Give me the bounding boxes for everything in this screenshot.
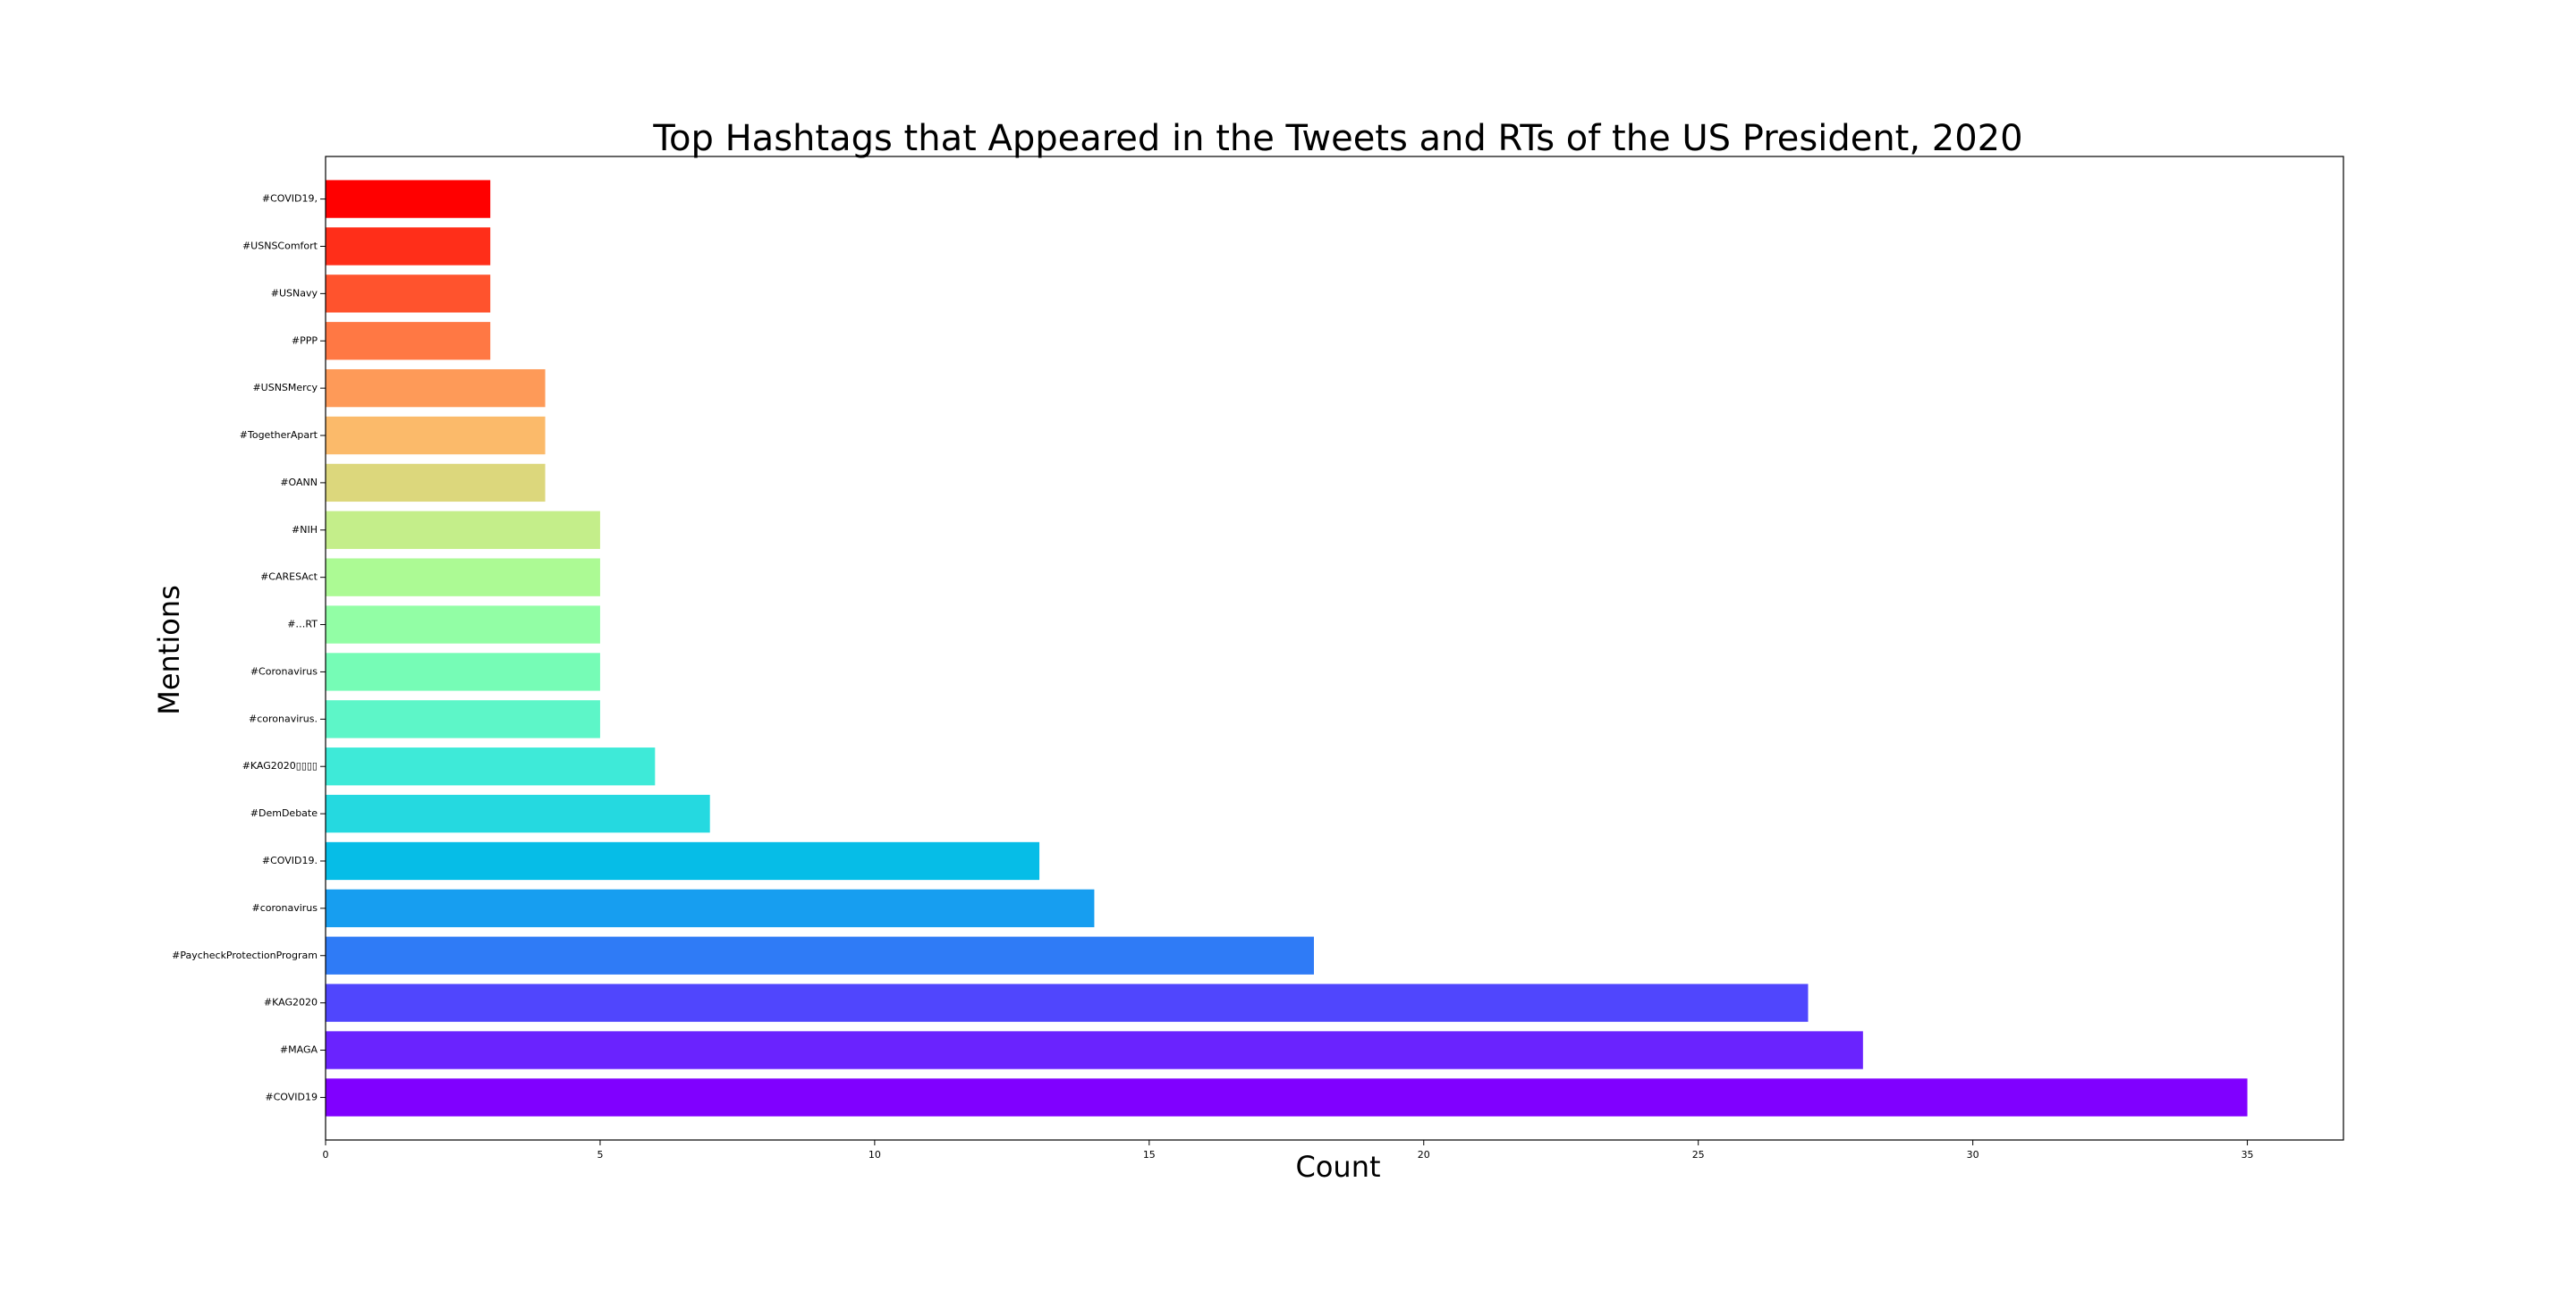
y-tick-label: #MAGA xyxy=(280,1044,318,1056)
y-tick-label: #coronavirus xyxy=(251,902,318,914)
y-ticks-group: #COVID19 #MAGA #KAG2020 #PaycheckProtection… xyxy=(172,193,326,1102)
y-tick-label: #COVID19 xyxy=(265,1091,318,1102)
y-tick-label: #USNavy xyxy=(271,287,318,299)
bar xyxy=(326,747,656,786)
bar xyxy=(326,653,600,691)
bar xyxy=(326,1078,2248,1117)
bar xyxy=(326,605,600,644)
x-tick-label: 5 xyxy=(597,1149,603,1161)
y-tick-label: #…RT xyxy=(287,619,318,630)
bar xyxy=(326,558,600,596)
bar xyxy=(326,227,491,266)
y-tick-label: #NIH xyxy=(292,524,318,536)
y-tick-label: #coronavirus. xyxy=(249,713,318,724)
x-tick-label: 20 xyxy=(1418,1149,1430,1161)
bar xyxy=(326,511,600,549)
x-ticks-group: 0 5 10 15 20 25 30 35 xyxy=(323,1140,2254,1161)
bar xyxy=(326,936,1314,975)
y-tick-label: #PaycheckProtectionProgram xyxy=(172,950,318,961)
bar xyxy=(326,984,1809,1022)
x-tick-label: 30 xyxy=(1967,1149,1979,1161)
y-tick-label: #PPP xyxy=(292,334,318,346)
y-tick-label: #KAG2020▯▯▯▯ xyxy=(242,760,318,772)
bar xyxy=(326,463,546,502)
x-tick-label: 15 xyxy=(1143,1149,1156,1161)
bar xyxy=(326,1031,1863,1069)
x-tick-label: 35 xyxy=(2241,1149,2254,1161)
y-tick-label: #CARESAct xyxy=(260,571,318,583)
bar xyxy=(326,368,546,408)
bar xyxy=(326,274,491,313)
y-axis-label: Mentions xyxy=(152,585,186,715)
y-tick-label: #TogetherApart xyxy=(240,429,318,441)
y-tick-label: #KAG2020 xyxy=(264,997,318,1009)
y-tick-label: #DemDebate xyxy=(250,807,318,819)
x-axis-label: Count xyxy=(1295,1150,1380,1184)
bar xyxy=(326,794,710,833)
x-tick-label: 25 xyxy=(1692,1149,1705,1161)
bar xyxy=(326,841,1040,881)
y-tick-label: #OANN xyxy=(280,477,318,488)
bar xyxy=(326,416,546,455)
bar xyxy=(326,180,491,218)
y-tick-label: #Coronavirus xyxy=(250,665,318,677)
y-tick-label: #COVID19, xyxy=(262,193,318,205)
plot-frame xyxy=(325,156,2344,1141)
y-tick-label: #COVID19. xyxy=(262,855,318,866)
y-tick-label: #USNSComfort xyxy=(242,240,318,251)
chart-title: Top Hashtags that Appeared in the Tweets… xyxy=(652,118,2022,159)
x-tick-label: 0 xyxy=(323,1149,329,1161)
bar xyxy=(326,322,491,360)
x-tick-label: 10 xyxy=(869,1149,881,1161)
y-tick-label: #USNSMercy xyxy=(252,382,318,393)
bars-group xyxy=(326,180,2248,1117)
bar xyxy=(326,889,1095,928)
bar xyxy=(326,700,600,739)
